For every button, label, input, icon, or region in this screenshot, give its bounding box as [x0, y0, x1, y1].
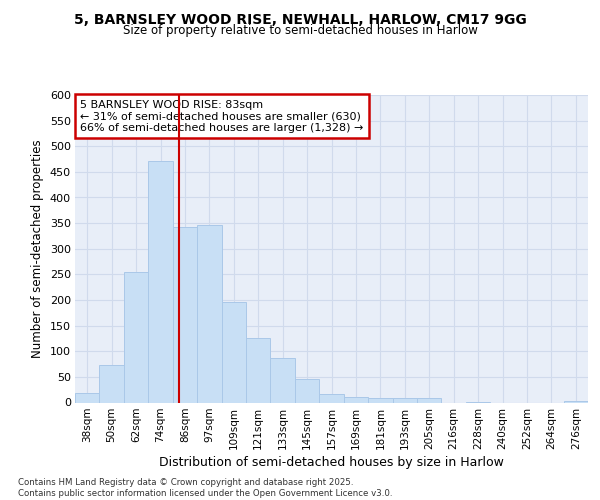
Text: Size of property relative to semi-detached houses in Harlow: Size of property relative to semi-detach…: [122, 24, 478, 37]
Bar: [197, 224, 221, 402]
Text: Contains HM Land Registry data © Crown copyright and database right 2025.
Contai: Contains HM Land Registry data © Crown c…: [18, 478, 392, 498]
Bar: [221, 302, 246, 402]
Bar: [271, 358, 295, 403]
Bar: [173, 226, 197, 402]
Bar: [148, 160, 173, 402]
Bar: [75, 394, 100, 402]
Bar: [392, 398, 417, 402]
Bar: [295, 379, 319, 402]
Bar: [563, 401, 588, 402]
X-axis label: Distribution of semi-detached houses by size in Harlow: Distribution of semi-detached houses by …: [159, 456, 504, 468]
Text: 5 BARNSLEY WOOD RISE: 83sqm
← 31% of semi-detached houses are smaller (630)
66% : 5 BARNSLEY WOOD RISE: 83sqm ← 31% of sem…: [80, 100, 364, 133]
Text: 5, BARNSLEY WOOD RISE, NEWHALL, HARLOW, CM17 9GG: 5, BARNSLEY WOOD RISE, NEWHALL, HARLOW, …: [74, 12, 526, 26]
Bar: [319, 394, 344, 402]
Bar: [246, 338, 271, 402]
Y-axis label: Number of semi-detached properties: Number of semi-detached properties: [31, 140, 44, 358]
Bar: [344, 398, 368, 402]
Bar: [368, 398, 392, 402]
Bar: [124, 272, 148, 402]
Bar: [417, 398, 442, 402]
Bar: [100, 365, 124, 403]
